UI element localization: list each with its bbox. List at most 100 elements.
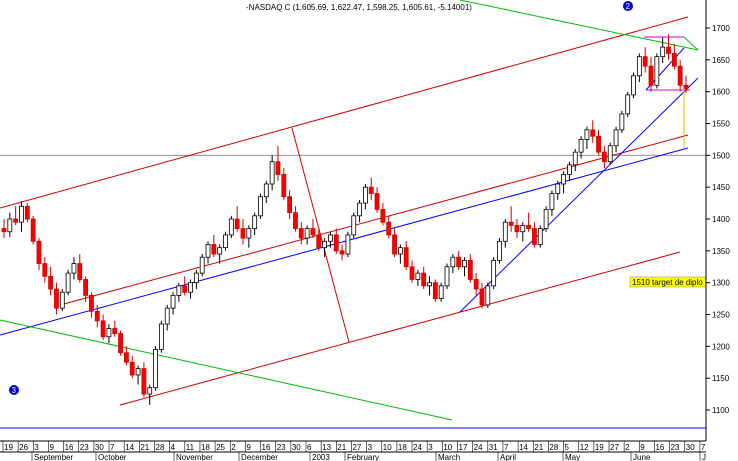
candle [135,365,141,385]
candle [310,219,316,239]
candle-body [112,328,118,334]
candle [549,190,555,216]
x-month-label: March [438,453,460,461]
x-tick-label: 9 [640,443,645,452]
candle [129,355,135,379]
candle-body [322,240,327,249]
candle [158,320,164,353]
x-tick-label: 16 [65,443,74,452]
candle-body [357,202,362,217]
candle-body [392,234,397,255]
y-tick-label: 1400 [712,215,730,224]
x-tick-label: 7 [504,443,509,452]
candle-body [258,196,263,217]
x-tick-label: 21 [534,443,543,452]
candle-body [613,129,619,147]
candle [677,59,683,92]
candle [386,215,392,239]
candle-body [170,294,176,309]
y-tick-label: 1200 [712,342,730,351]
y-tick-label: 1300 [712,279,730,288]
candle [567,161,572,181]
x-tick-label: 3 [368,443,373,452]
x-tick-label: 10 [443,443,452,452]
candle [666,34,671,60]
candle-body [153,349,158,389]
candle-body [467,259,473,280]
candle-body [438,285,444,299]
candle-body [415,272,421,280]
candle-body [30,218,36,242]
candle [275,145,281,181]
x-tick-label: 12 [580,443,589,452]
x-tick-label: 4 [171,443,176,452]
candle [584,126,590,149]
candle [263,180,269,204]
candle-body [13,218,19,223]
candle [625,91,631,118]
candle [415,269,421,286]
middle-red-channel [59,134,689,306]
candle [30,215,36,245]
candle-body [269,161,275,185]
candle [409,260,415,283]
candle [124,346,129,366]
candle-body [176,285,182,296]
candle-body [223,234,228,249]
x-month-label: October [98,453,127,461]
x-tick-label: 28 [549,443,558,452]
x-tick-label: 28 [156,443,165,452]
x-tick-label: 3 [428,443,433,452]
candle [328,231,333,248]
candle [13,206,19,226]
candle-body [188,282,193,293]
candle-body [666,46,671,54]
candle-body [479,288,485,306]
candle [345,231,351,258]
candle-body [397,247,403,255]
candle-body [293,212,298,229]
candle-body [275,161,281,175]
y-tick-label: 1700 [712,24,730,33]
candle-body [141,368,147,395]
candle-body [421,272,427,287]
candle-body [129,361,135,376]
candle-body [71,263,77,274]
candle [234,206,240,232]
candle-body [450,256,456,268]
candle-body [462,259,467,268]
candle [36,238,42,270]
candle [671,43,677,70]
candle-body [36,240,42,264]
candle-body [118,333,123,354]
candle-body [94,310,100,322]
candle-body [683,84,689,89]
wave-circle [623,1,633,11]
candle [444,263,450,290]
target-annotation-text: 1510 target de diplo [632,278,703,287]
x-tick-label: 14 [125,443,134,452]
overlays: 1510 target de diplo 2 3 [9,1,707,395]
candle-body [1,228,7,233]
candle-body [234,218,240,229]
x-tick-label: 27 [352,443,361,452]
candle [164,304,170,331]
candle-body [444,266,450,287]
candle-body [625,94,631,115]
candle [188,279,193,299]
y-tick-label: 1450 [712,183,730,192]
candle-body [124,352,129,363]
candle-body [671,53,677,67]
candle [65,269,71,296]
candle-body [246,228,252,239]
x-tick-label: 23 [277,443,286,452]
candle [24,203,30,223]
candle [77,254,83,283]
candle-body [607,145,613,163]
candle-body [106,328,112,338]
wave-circle [9,385,19,395]
candle [199,254,205,277]
candle [619,110,625,134]
lower-red-channel [119,251,681,406]
